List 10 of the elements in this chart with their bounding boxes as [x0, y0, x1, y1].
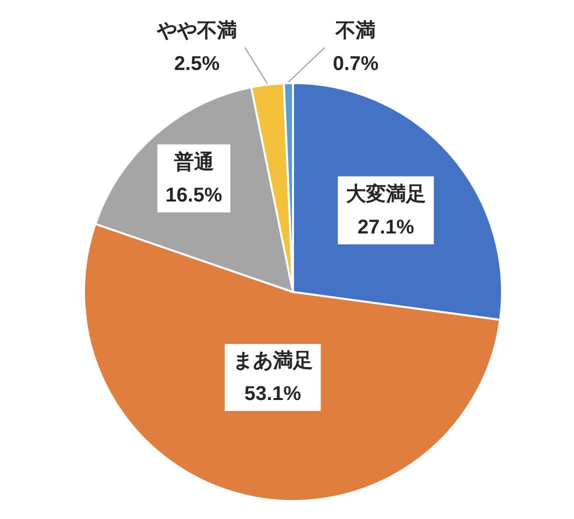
data-label: 2.5%: [174, 52, 220, 75]
slice-label: まあ満足: [232, 350, 313, 372]
data-label: 27.1%: [357, 216, 414, 238]
slice-label: やや不満: [156, 20, 237, 42]
data-label: 0.7%: [332, 52, 379, 75]
data-label: 53.1%: [244, 382, 302, 405]
slice-label: 普通: [172, 150, 214, 174]
slice-label: 不満: [334, 20, 376, 42]
slice-label: 大変満足: [346, 182, 426, 206]
data-label: 16.5%: [165, 184, 222, 206]
